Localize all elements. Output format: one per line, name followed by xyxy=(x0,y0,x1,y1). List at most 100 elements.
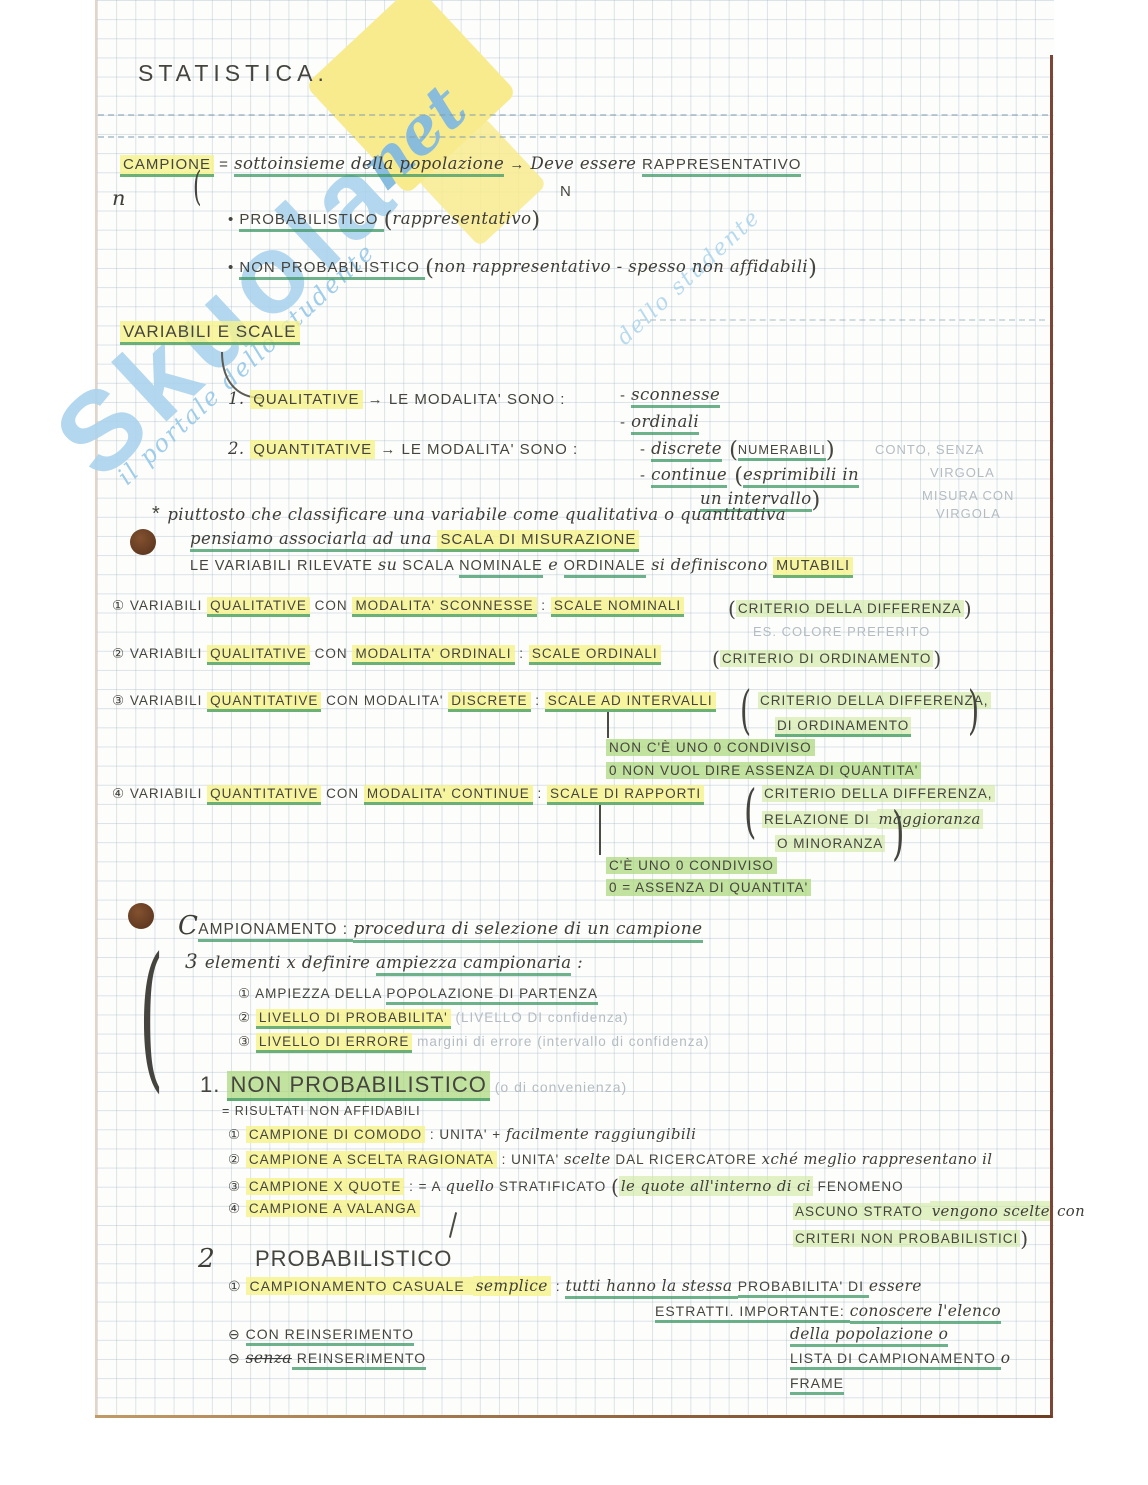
text-segment: ampiezza campionaria xyxy=(375,953,572,976)
text-segment: CON REINSERIMENTO xyxy=(245,1326,415,1346)
text-segment: Deve essere xyxy=(530,154,642,173)
text-segment: - xyxy=(640,441,652,458)
note-line-51: ② CAMPIONE A SCELTA RAGIONATA : UNITA' s… xyxy=(228,1150,992,1168)
note-line-50: ① CAMPIONE DI COMODO : UNITA' + facilmen… xyxy=(228,1125,697,1143)
text-segment: QUALITATIVE xyxy=(250,390,363,409)
text-segment: SCALE ORDINALI xyxy=(528,645,661,665)
text-segment: margini di errore (intervallo di confide… xyxy=(412,1034,710,1049)
text-segment: ① xyxy=(112,598,130,613)
text-segment: → LE MODALITA' SONO : xyxy=(362,391,566,408)
note-line-47: ③ LIVELLO DI ERRORE margini di errore (i… xyxy=(238,1033,710,1053)
text-segment: MODALITA' ORDINALI xyxy=(352,645,515,665)
text-segment: ③ xyxy=(228,1179,246,1194)
text-segment: → xyxy=(504,156,531,173)
text-segment: ) xyxy=(808,255,817,281)
text-segment: essere xyxy=(868,1277,922,1295)
text-segment: PROBABILISTICO xyxy=(239,211,384,232)
text-segment: O MINORANZA xyxy=(775,835,886,852)
text-segment: • xyxy=(228,259,240,276)
text-segment: ORDINALE xyxy=(563,558,646,578)
text-segment: QUANTITATIVE xyxy=(207,785,322,805)
text-segment: (LIVELLO DI confidenza) xyxy=(450,1010,629,1025)
text-segment: : UNITA' + xyxy=(425,1127,506,1142)
note-line-21: LE VARIABILI RILEVATE su SCALA NOMINALE … xyxy=(190,555,853,578)
text-segment: LIVELLO DI ERRORE xyxy=(255,1033,413,1053)
note-line-39: ) xyxy=(892,800,915,868)
text-segment: ESTRATTI. xyxy=(655,1303,740,1323)
text-segment: CONTO, SENZA xyxy=(875,442,985,457)
text-segment: conoscere l'elenco xyxy=(849,1302,1002,1324)
text-segment: VIRGOLA xyxy=(936,506,1001,521)
note-line-62: ⊖ senza REINSERIMENTO xyxy=(228,1349,427,1370)
note-line-17: MISURA CON xyxy=(922,488,1014,504)
text-segment: ) xyxy=(968,681,980,741)
text-segment: esprimibili in xyxy=(743,465,860,488)
note-line-33: 0 NON VUOL DIRE ASSENZA DI QUANTITA' xyxy=(606,762,922,779)
text-segment: VARIABILI xyxy=(129,786,208,801)
text-segment: n xyxy=(112,186,126,210)
note-line-34: ④ VARIABILI QUANTITATIVE CON MODALITA' C… xyxy=(112,785,705,805)
text-segment: FRAME xyxy=(790,1375,844,1395)
text-segment: CAMPIONE DI COMODO xyxy=(245,1126,426,1143)
text-segment: le quote all'interno di ci xyxy=(618,1176,813,1196)
note-line-15: VIRGOLA xyxy=(930,465,995,481)
text-segment: CRITERIO DELLA DIFFERENZA xyxy=(735,600,964,617)
text-segment: un intervallo xyxy=(700,489,812,512)
text-segment: NON C'È UNO 0 CONDIVISO xyxy=(606,739,815,756)
text-segment: PROBABILITA' DI xyxy=(737,1278,869,1298)
dashed-rule xyxy=(640,319,1045,321)
note-line-57: PROBABILISTICO xyxy=(255,1246,452,1271)
text-segment: ③ xyxy=(238,1034,256,1049)
text-segment: MODALITA' SCONNESSE xyxy=(352,597,537,617)
text-segment: CAMPIONE xyxy=(120,155,215,177)
note-line-61: della popolazione o xyxy=(790,1325,949,1347)
note-line-48: 1. NON PROBABILISTICO (o di convenienza) xyxy=(200,1071,627,1101)
text-segment: 3 xyxy=(185,949,205,973)
text-segment: facilmente raggiungibili xyxy=(505,1125,697,1143)
text-segment: tutti hanno la stessa xyxy=(565,1277,738,1299)
connector-line xyxy=(599,803,601,855)
text-segment: CRITERI NON PROBABILISTICI xyxy=(793,1230,1021,1247)
text-segment: MUTABILI xyxy=(773,557,853,578)
text-segment: CAMPIONE A VALANGA xyxy=(245,1200,420,1217)
text-segment: * xyxy=(152,503,168,525)
text-segment: 0 NON VUOL DIRE ASSENZA DI QUANTITA' xyxy=(606,762,922,779)
text-segment: continue xyxy=(651,465,728,488)
text-segment: ( xyxy=(193,164,202,210)
text-segment: sottoinsieme della popolazione xyxy=(234,154,505,177)
text-segment: VIRGOLA xyxy=(930,465,995,480)
text-segment: : UNITA' xyxy=(496,1152,565,1167)
text-segment: QUANTITATIVE xyxy=(207,692,322,712)
note-line-46: ② LIVELLO DI PROBABILITA' (LIVELLO DI co… xyxy=(238,1009,629,1029)
note-line-53: ④ CAMPIONE A VALANGA xyxy=(228,1200,420,1217)
text-segment: ( xyxy=(740,681,752,741)
note-line-41: 0 = ASSENZA DI QUANTITA' xyxy=(606,879,812,896)
text-segment: : xyxy=(536,598,551,613)
note-line-38: ( xyxy=(744,778,767,846)
text-segment: maggioranza xyxy=(876,809,983,829)
text-segment: ⊖ xyxy=(228,1350,246,1366)
text-segment: SCALE NOMINALI xyxy=(550,597,685,617)
text-segment: MODALITA' CONTINUE xyxy=(363,785,533,805)
text-segment: DAL RICERCATORE xyxy=(610,1152,762,1167)
text-segment: ( xyxy=(139,924,164,1108)
text-segment: elementi x definire xyxy=(204,953,376,972)
text-segment: CAMPIONE A SCELTA RAGIONATA xyxy=(245,1151,497,1168)
text-segment: NUMERABILI xyxy=(737,442,826,461)
text-segment: : xyxy=(571,953,584,972)
text-segment: ① xyxy=(228,1278,247,1294)
note-line-3: N xyxy=(560,183,572,200)
text-segment: SCALE AD INTERVALLI xyxy=(544,692,716,712)
text-segment: - xyxy=(640,467,652,484)
text-segment: : xyxy=(532,786,548,801)
note-line-24: ES. COLORE PREFERITO xyxy=(753,624,930,640)
text-segment: rappresentativo xyxy=(392,209,532,228)
text-segment: QUANTITATIVE xyxy=(250,440,376,459)
text-segment: CON xyxy=(309,598,353,613)
text-segment: ) xyxy=(531,207,541,233)
note-line-56: 2 xyxy=(198,1243,216,1274)
text-segment: ( xyxy=(383,207,393,233)
text-segment: 2 xyxy=(198,1243,216,1274)
text-segment: ) xyxy=(825,437,835,463)
